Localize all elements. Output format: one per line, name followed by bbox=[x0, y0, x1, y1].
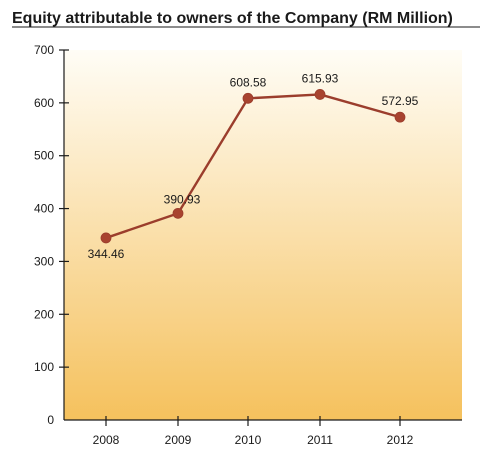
y-tick-label: 200 bbox=[34, 307, 54, 321]
y-tick-label: 100 bbox=[34, 360, 54, 374]
y-tick-label: 300 bbox=[34, 254, 54, 268]
data-label: 572.95 bbox=[382, 94, 419, 108]
data-point bbox=[172, 207, 184, 219]
x-tick-label: 2011 bbox=[307, 433, 333, 447]
data-label: 608.58 bbox=[230, 75, 267, 89]
data-point bbox=[242, 92, 254, 104]
x-tick-label: 2009 bbox=[165, 433, 192, 447]
data-point bbox=[100, 232, 112, 244]
x-tick-label: 2010 bbox=[235, 433, 262, 447]
plot-background bbox=[64, 50, 462, 420]
data-label: 615.93 bbox=[302, 71, 339, 85]
y-tick-label: 500 bbox=[34, 149, 54, 163]
data-label: 344.46 bbox=[88, 247, 125, 261]
data-point bbox=[394, 111, 406, 123]
y-tick-label: 600 bbox=[34, 96, 54, 110]
x-axis: 2008 2009 2010 2011 2012 bbox=[64, 416, 462, 447]
data-labels: 344.46 390.93 608.58 615.93 572.95 bbox=[88, 71, 419, 260]
x-tick-label: 2012 bbox=[387, 433, 414, 447]
y-tick-label: 700 bbox=[34, 43, 54, 57]
x-tick-label: 2008 bbox=[93, 433, 120, 447]
y-tick-label: 0 bbox=[47, 413, 54, 427]
y-tick-label: 400 bbox=[34, 202, 54, 216]
data-series bbox=[100, 89, 406, 244]
data-point bbox=[314, 89, 326, 100]
chart-title: Equity attributable to owners of the Com… bbox=[12, 10, 453, 27]
y-axis: 0 100 200 300 400 500 600 700 bbox=[34, 43, 69, 427]
data-label: 390.93 bbox=[164, 192, 201, 206]
